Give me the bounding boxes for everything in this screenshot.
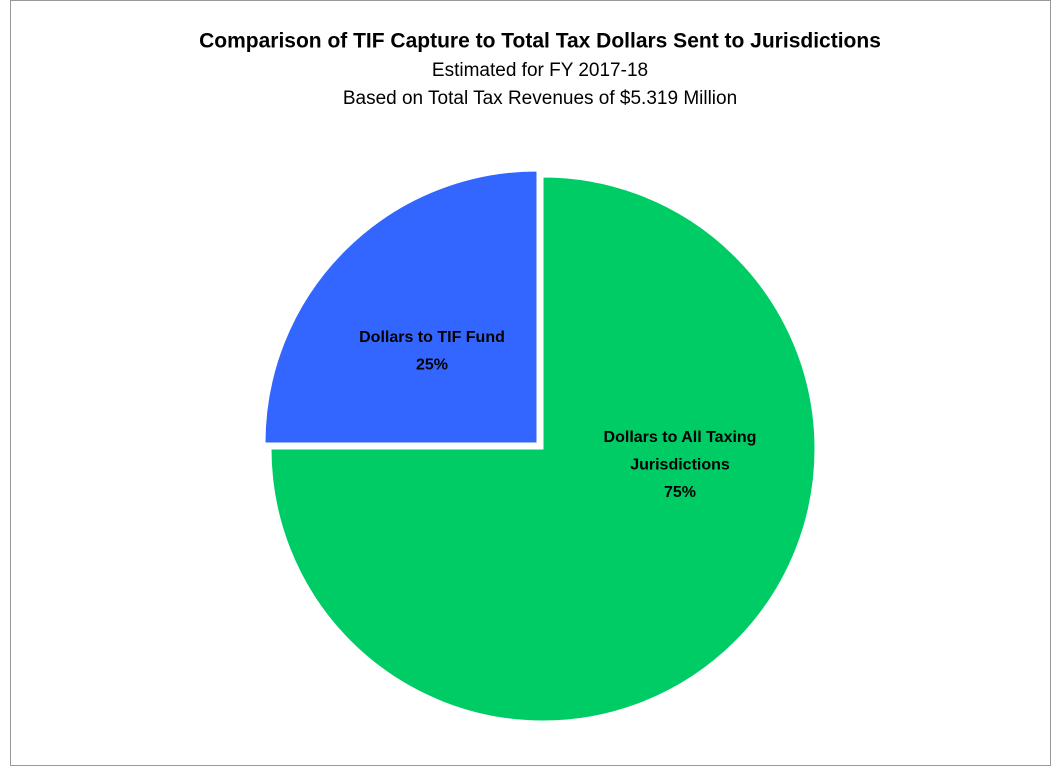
chart-subtitle: Estimated for FY 2017-18	[432, 60, 648, 81]
slice-label-line: Dollars to TIF Fund	[359, 329, 505, 346]
pie-slice	[270, 176, 816, 722]
slice-value-label: 75%	[664, 484, 696, 501]
chart-title: Comparison of TIF Capture to Total Tax D…	[199, 30, 881, 53]
slice-label: Dollars to All Taxing Jurisdictions	[604, 429, 757, 474]
slice-label: Dollars to TIF Fund	[359, 329, 505, 346]
slice-value-label: 25%	[416, 357, 448, 374]
chart-subtitle: Based on Total Tax Revenues of $5.319 Mi…	[343, 88, 737, 109]
slice-label-line: Dollars to All Taxing	[604, 429, 757, 446]
pie-slice	[264, 170, 538, 444]
slice-label-line: Jurisdictions	[630, 457, 730, 474]
